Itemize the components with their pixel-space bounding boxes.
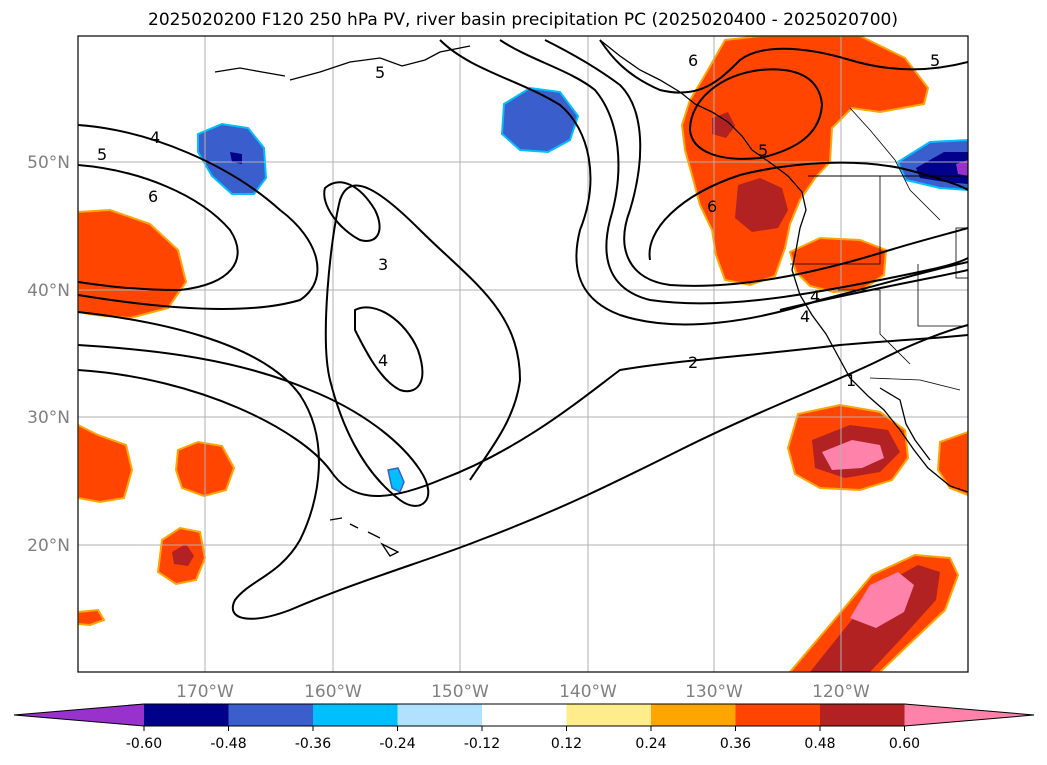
contour-label: 5	[97, 145, 107, 164]
lat-tick-label: 30°N	[27, 408, 70, 428]
precip-area-negative-rockies-peak	[956, 160, 968, 176]
lon-axis-labels: 170°W 160°W 150°W 140°W 130°W 120°W	[176, 682, 870, 702]
contour-label: 6	[707, 197, 717, 216]
colorbar-label: -0.60	[126, 736, 162, 752]
contour-label: 5	[930, 51, 940, 70]
colorbar-label: 0.60	[889, 736, 920, 752]
coastlines	[214, 39, 968, 557]
border-state-2	[917, 264, 968, 327]
precip-area-negative-gulf	[500, 86, 580, 154]
lat-tick-label: 20°N	[27, 536, 70, 556]
colorbar-segment	[228, 704, 313, 726]
colorbar-label: -0.48	[210, 736, 246, 752]
precip-area-south-isle-core	[172, 544, 194, 566]
contour-6-left	[78, 164, 239, 292]
coast-bc-islands	[751, 149, 807, 229]
precip-area-small-west	[78, 608, 106, 627]
lon-tick-label: 130°W	[685, 682, 743, 702]
coast-oregon-california	[791, 227, 968, 493]
contour-label: 4	[800, 307, 810, 326]
contour-label: 3	[378, 255, 388, 274]
lat-tick-label: 50°N	[27, 153, 70, 173]
lat-axis-labels: 20°N 30°N 40°N 50°N	[27, 153, 70, 556]
contour-label: 6	[688, 51, 698, 70]
figure-title: 2025020200 F120 250 hPa PV, river basin …	[148, 10, 898, 30]
colorbar-segment	[735, 704, 820, 726]
contour-3-central	[78, 311, 968, 620]
precip-area-baja-peak	[822, 440, 884, 470]
colorbar-label: -0.12	[464, 736, 500, 752]
contour-6-closed	[648, 161, 968, 261]
contour-label: 5	[375, 63, 385, 82]
lat-tick-label: 40°N	[27, 281, 70, 301]
colorbar-label: -0.24	[379, 736, 415, 752]
colorbar-segment	[397, 704, 482, 726]
contour-2	[78, 334, 968, 497]
contour-4-inner	[354, 306, 424, 393]
contour-ridge-1	[439, 39, 968, 326]
colorbar-segment	[820, 704, 905, 726]
colorbar-label: 0.36	[720, 736, 751, 752]
contour-label: 6	[148, 187, 158, 206]
contour-ridge-3	[544, 39, 968, 287]
colorbar-extend-low	[14, 704, 144, 726]
colorbar-label: 0.24	[635, 736, 666, 752]
lon-tick-label: 150°W	[431, 682, 489, 702]
precip-shading	[78, 36, 968, 672]
map-frame	[77, 35, 969, 673]
colorbar-segment	[482, 704, 567, 726]
precip-area-pacific-nw-core	[735, 178, 788, 232]
coast-aleutians	[214, 67, 286, 77]
contour-label: 2	[688, 353, 698, 372]
coast-alaska	[289, 45, 471, 81]
contour-cut-off-low	[688, 68, 824, 160]
gridlines	[78, 36, 968, 672]
contour-ridge-2	[499, 39, 968, 305]
border-us-mexico	[869, 377, 961, 391]
coast-alaska-panhandle	[599, 39, 753, 151]
precip-area-negative-hawaii	[387, 467, 405, 494]
precip-area-vancouver-core	[712, 112, 735, 138]
contour-label: 1	[846, 371, 856, 390]
contour-4-south	[779, 269, 968, 311]
colorbar-ticks	[143, 726, 905, 731]
precip-area-mexico	[936, 430, 968, 497]
lon-tick-label: 120°W	[812, 682, 870, 702]
contour-label: 5	[758, 141, 768, 160]
colorbar-label: 0.48	[804, 736, 835, 752]
contour-label: 4	[378, 351, 388, 370]
colorbar-segment	[651, 704, 736, 726]
pv-contours	[78, 39, 968, 620]
hawaii-islands	[329, 517, 400, 557]
lon-tick-label: 170°W	[176, 682, 234, 702]
contour-3-trough	[78, 184, 522, 507]
colorbar: -0.60 -0.48 -0.36 -0.24 -0.12 0.12 0.24 …	[13, 703, 1035, 752]
map-area: 5 4 5 6 3 4 2 6 6 5 4 4 1 5	[78, 36, 968, 672]
contour-5-upper	[78, 124, 319, 311]
coast-baja	[879, 387, 931, 461]
lon-tick-label: 140°W	[559, 682, 617, 702]
colorbar-segment	[566, 704, 651, 726]
border-state-3	[838, 289, 911, 365]
contour-label: 4	[810, 287, 820, 306]
precip-area-negative-aleutian-core	[230, 152, 242, 164]
contour-5-northeast	[599, 39, 968, 94]
colorbar-label: 0.12	[551, 736, 582, 752]
contour-label: 4	[150, 128, 160, 147]
contour-small-loop	[323, 181, 381, 242]
colorbar-segment	[144, 704, 229, 726]
contour-labels: 5 4 5 6 3 4 2 6 6 5 4 4 1 5	[97, 51, 940, 390]
precip-area-southern-band-peak	[850, 572, 914, 628]
border-state-1	[790, 176, 881, 265]
colorbar-extend-high	[904, 704, 1034, 726]
precip-area-west-pacific-2	[78, 423, 134, 504]
border-canada-east	[849, 107, 941, 221]
lon-tick-label: 160°W	[304, 682, 362, 702]
colorbar-label: -0.36	[295, 736, 331, 752]
colorbar-segment	[313, 704, 398, 726]
